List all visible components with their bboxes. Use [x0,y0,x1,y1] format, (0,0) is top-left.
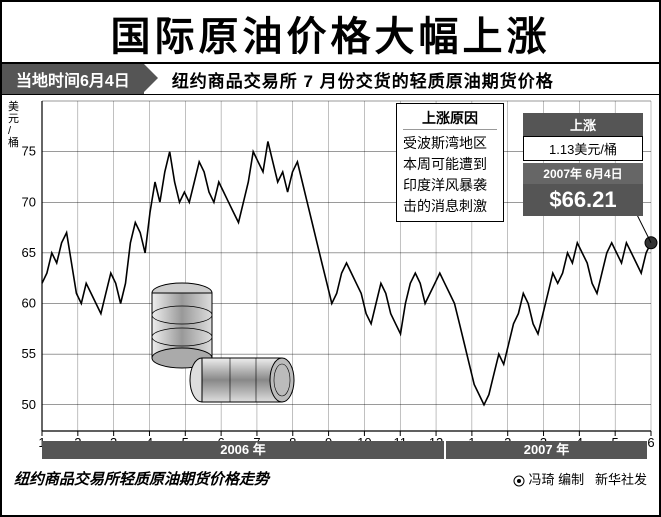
date-tab: 当地时间6月4日 [2,64,144,94]
price-value: $66.21 [523,184,643,216]
subheader: 当地时间6月4日 纽约商品交易所 7 月份交货的轻质原油期货价格 [2,64,659,95]
svg-text:70: 70 [22,194,36,209]
oil-barrel-icon [142,275,302,405]
reason-box: 上涨原因 受波斯湾地区本周可能遭到印度洋风暴袭击的消息刺激 [396,103,504,222]
year-label-2007: 2007 年 [446,441,647,459]
chart-footer: 纽约商品交易所轻质原油期货价格走势 冯琦 编制 新华社发 [2,468,659,489]
svg-text:50: 50 [22,397,36,412]
rise-value: 1.13美元/桶 [523,136,643,161]
svg-text:60: 60 [22,296,36,311]
year-label-2006: 2006 年 [42,441,446,459]
footer-credit: 冯琦 编制 新华社发 [513,469,647,488]
rise-label: 上涨 [523,113,643,136]
main-title: 国际原油价格大幅上涨 [2,2,659,64]
svg-text:65: 65 [22,245,36,260]
svg-text:6: 6 [647,435,654,450]
price-date: 2007年 6月4日 [523,163,643,184]
publisher-icon [513,475,525,487]
svg-text:55: 55 [22,346,36,361]
reason-heading: 上涨原因 [403,108,497,130]
price-panel: 上涨 1.13美元/桶 2007年 6月4日 $66.21 [523,113,643,216]
reason-body: 受波斯湾地区本周可能遭到印度洋风暴袭击的消息刺激 [403,133,497,217]
chart-area: 美元/桶 505560657075123456789101112123456 上… [2,95,659,493]
x-axis-year-bar: 2006 年 2007 年 [42,441,647,459]
svg-text:75: 75 [22,144,36,159]
page-root: 国际原油价格大幅上涨 当地时间6月4日 纽约商品交易所 7 月份交货的轻质原油期… [0,0,661,517]
footer-note: 纽约商品交易所轻质原油期货价格走势 [14,468,269,489]
subtitle: 纽约商品交易所 7 月份交货的轻质原油期货价格 [172,67,554,92]
